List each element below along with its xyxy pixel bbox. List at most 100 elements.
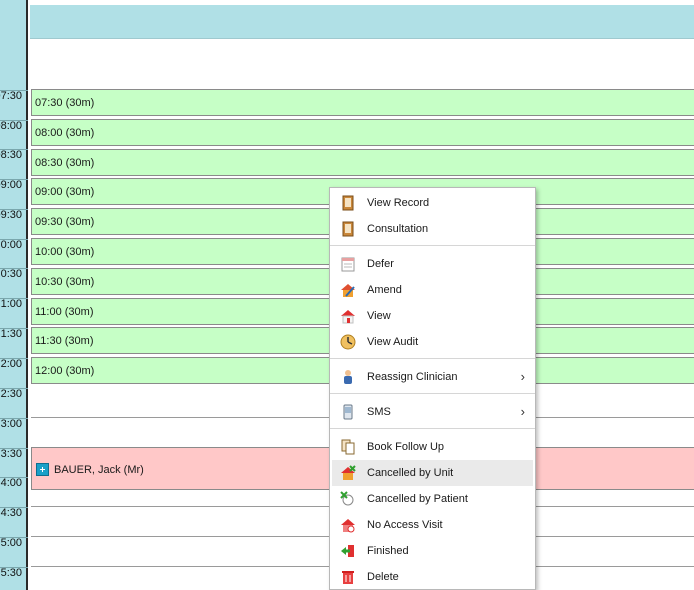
time-label: 09:30 [0,209,22,221]
house-icon [341,310,355,324]
time-label: 2:30 [0,388,22,400]
time-tick [0,328,28,329]
house-noaccess-icon [341,519,355,533]
time-label: 08:00 [0,120,22,132]
menu-label: View [367,310,391,322]
time-tick [0,567,28,568]
time-tick [0,149,28,150]
menu-item-cancelled-by-patient[interactable]: Cancelled by Patient [332,486,533,512]
time-tick [0,90,28,91]
calendar-icon [341,257,355,272]
context-menu: View Record Consultation Defer Amend [329,187,536,590]
menu-item-delete[interactable]: Delete [332,564,533,590]
slot-label: 11:30 (30m) [35,335,94,347]
time-gutter: 07:30 08:00 08:30 09:00 09:30 0:00 0:30 … [0,0,28,590]
slot-label: 10:30 (30m) [35,276,95,288]
time-tick [0,388,28,389]
time-tick [0,537,28,538]
menu-item-reassign-clinician[interactable]: Reassign Clinician › [332,364,533,390]
menu-item-cancelled-by-unit[interactable]: Cancelled by Unit [332,460,533,486]
free-slot[interactable]: 08:00 (30m) [31,119,694,146]
record-icon [342,195,354,211]
time-label: 09:00 [0,179,22,191]
consultation-icon [342,221,354,237]
slot-label: 08:30 (30m) [35,157,95,169]
slot-label: 09:00 (30m) [35,186,95,198]
medical-kit-icon [36,463,49,476]
all-day-area[interactable] [30,38,694,89]
time-tick [0,298,28,299]
free-slot[interactable]: 08:30 (30m) [31,149,694,176]
menu-label: View Record [367,197,430,209]
menu-label: Book Follow Up [367,441,445,453]
menu-label: No Access Visit [367,519,443,531]
menu-separator [330,245,535,246]
slot-label: 07:30 (30m) [35,97,95,109]
free-slot[interactable]: 07:30 (30m) [31,89,694,116]
menu-item-consultation[interactable]: Consultation [332,216,533,242]
time-label: 07:30 [0,90,22,102]
time-label: 0:00 [0,239,22,251]
time-label: 3:30 [0,448,22,460]
time-label: 08:30 [0,149,22,161]
exit-icon [341,545,354,557]
time-label: 3:00 [0,418,22,430]
slot-label: 12:00 (30m) [35,365,95,377]
house-cancel-icon [341,465,356,480]
menu-label: Cancelled by Unit [367,467,454,479]
time-tick [0,507,28,508]
slot-label: 08:00 (30m) [35,127,95,139]
menu-item-no-access-visit[interactable]: No Access Visit [332,512,533,538]
menu-separator [330,393,535,394]
menu-label: Defer [367,258,394,270]
menu-item-finished[interactable]: Finished [332,538,533,564]
menu-label: Reassign Clinician [367,371,458,383]
time-tick [0,268,28,269]
time-tick [0,358,28,359]
menu-label: View Audit [367,336,419,348]
time-tick [0,120,28,121]
time-label: 2:00 [0,358,22,370]
menu-label: Cancelled by Patient [367,493,468,505]
column-header [30,5,694,38]
free-slot[interactable]: 09:00 (30m) [31,178,694,205]
time-tick [0,418,28,419]
documents-icon [341,439,355,455]
submenu-arrow-icon: › [520,404,525,419]
time-label: 1:00 [0,298,22,310]
time-label: 5:30 [0,567,22,579]
slot-label: 10:00 (30m) [35,246,95,258]
time-tick [0,448,28,449]
slot-label: 09:30 (30m) [35,216,95,228]
amend-icon [341,284,355,297]
appointment-patient: BAUER, Jack (Mr) [54,464,144,476]
menu-label: Delete [367,571,399,583]
trash-icon [342,571,354,584]
person-icon [344,370,352,384]
menu-item-view-record[interactable]: View Record [332,190,533,216]
time-label: 5:00 [0,537,22,549]
menu-label: Consultation [367,223,429,235]
slot-label: 11:00 (30m) [35,306,94,318]
time-tick [0,239,28,240]
time-label: 4:30 [0,507,22,519]
menu-separator [330,428,535,429]
menu-item-defer[interactable]: Defer [332,251,533,277]
clock-icon [340,334,356,350]
menu-item-book-follow-up[interactable]: Book Follow Up [332,434,533,460]
time-tick [0,179,28,180]
time-tick [0,209,28,210]
submenu-arrow-icon: › [520,369,525,384]
menu-item-amend[interactable]: Amend [332,277,533,303]
person-cancel-icon [340,491,354,506]
menu-label: SMS [367,406,391,418]
menu-label: Amend [367,284,402,296]
time-label: 1:30 [0,328,22,340]
phone-icon [343,404,353,420]
time-tick [0,477,28,478]
menu-item-view-audit[interactable]: View Audit [332,329,533,355]
menu-separator [330,358,535,359]
time-label: 4:00 [0,477,22,489]
menu-item-sms[interactable]: SMS › [332,399,533,425]
menu-item-view[interactable]: View [332,303,533,329]
